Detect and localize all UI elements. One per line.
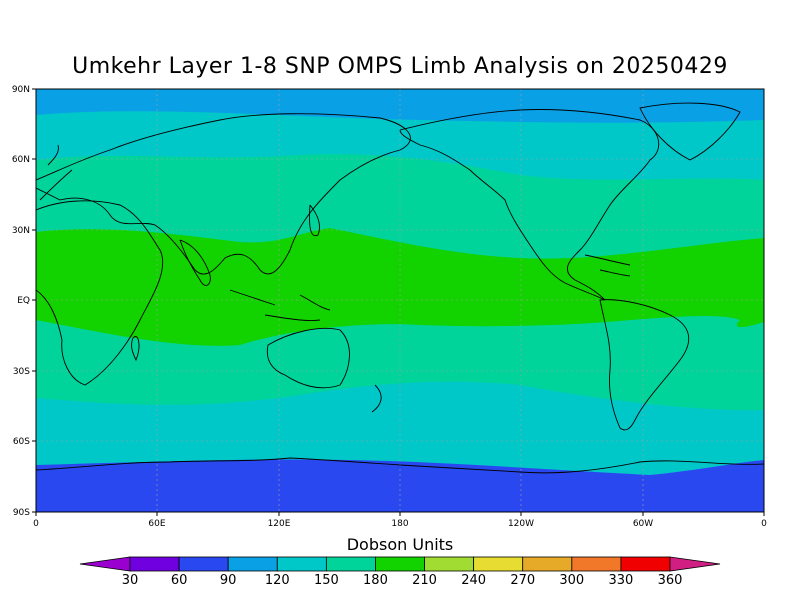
colorbar-tick-label: 150 [314, 573, 339, 588]
colorbar-segment [424, 556, 475, 572]
colorbar-segment [375, 556, 425, 572]
colorbar-tick-label: 210 [412, 573, 437, 588]
colorbar-tick-label: 90 [220, 573, 237, 588]
colorbar-title: Dobson Units [346, 535, 454, 554]
coastlines [36, 102, 764, 474]
latitude-labels: 90N 60N 30N EQ 30S 60S 90S [12, 85, 30, 518]
colorbar-segment [522, 556, 573, 572]
lon-label: 60E [148, 519, 165, 529]
coastline-australia [266, 327, 350, 389]
colorbar-segment [473, 556, 524, 572]
colorbar: 30 60 90 120 150 180 210 240 270 300 330 360 [79, 556, 721, 588]
colorbar-segment [276, 556, 327, 572]
coastline-greenland [639, 102, 741, 161]
lon-label: 120W [508, 519, 534, 529]
lon-label: 0 [33, 519, 39, 529]
longitude-labels: 0 60E 120E 180 120W 60W 0 [33, 519, 767, 529]
gridlines [36, 89, 764, 512]
colorbar-segment [129, 556, 180, 572]
coastline-north-america [399, 109, 660, 301]
colorbar-segment [178, 556, 229, 572]
coastline-africa [36, 200, 164, 386]
colorbar-tick-label: 270 [510, 573, 535, 588]
tick-marks [32, 88, 765, 516]
lon-label: 180 [391, 519, 408, 529]
colorbar-tick-label: 240 [461, 573, 486, 588]
colorbar-tick-label: 120 [265, 573, 290, 588]
lat-label: 90N [12, 85, 30, 95]
colorbar-segment [325, 556, 376, 572]
coastline-eurasia [36, 113, 411, 275]
lat-label: 60N [12, 155, 30, 165]
lat-label: 30S [13, 367, 30, 377]
coastline-madagascar [131, 336, 140, 362]
colorbar-tick-label: 180 [363, 573, 388, 588]
colorbar-arrow-high [669, 556, 721, 572]
band-180-210 [36, 228, 764, 346]
lat-label: EQ [17, 296, 30, 306]
map-title: Umkehr Layer 1-8 SNP OMPS Limb Analysis … [72, 54, 728, 79]
colorbar-tick-label: 360 [658, 573, 683, 588]
lat-label: 90S [13, 508, 30, 518]
coastline-newzealand [371, 384, 382, 413]
colorbar-segment [227, 556, 278, 572]
colorbar-segment [620, 556, 671, 572]
colorbar-tick-label: 330 [608, 573, 633, 588]
lon-label: 120E [268, 519, 291, 529]
lat-label: 30N [12, 226, 30, 236]
colorbar-arrow-low [79, 556, 131, 572]
lat-label: 60S [13, 437, 30, 447]
colorbar-tick-label: 30 [122, 573, 139, 588]
coastline-india [179, 239, 211, 286]
lon-label: 0 [761, 519, 767, 529]
colorbar-tick-label: 300 [559, 573, 584, 588]
coastline-japan [309, 204, 321, 237]
coastline-europe [39, 144, 73, 201]
coastline-antarctica [36, 457, 764, 474]
coastline-south-america [599, 299, 690, 431]
coastline-indonesia [229, 289, 331, 321]
lon-label: 60W [633, 519, 653, 529]
coastline-caribbean [584, 254, 631, 277]
colorbar-segment [571, 556, 622, 572]
colorbar-tick-label: 60 [171, 573, 188, 588]
